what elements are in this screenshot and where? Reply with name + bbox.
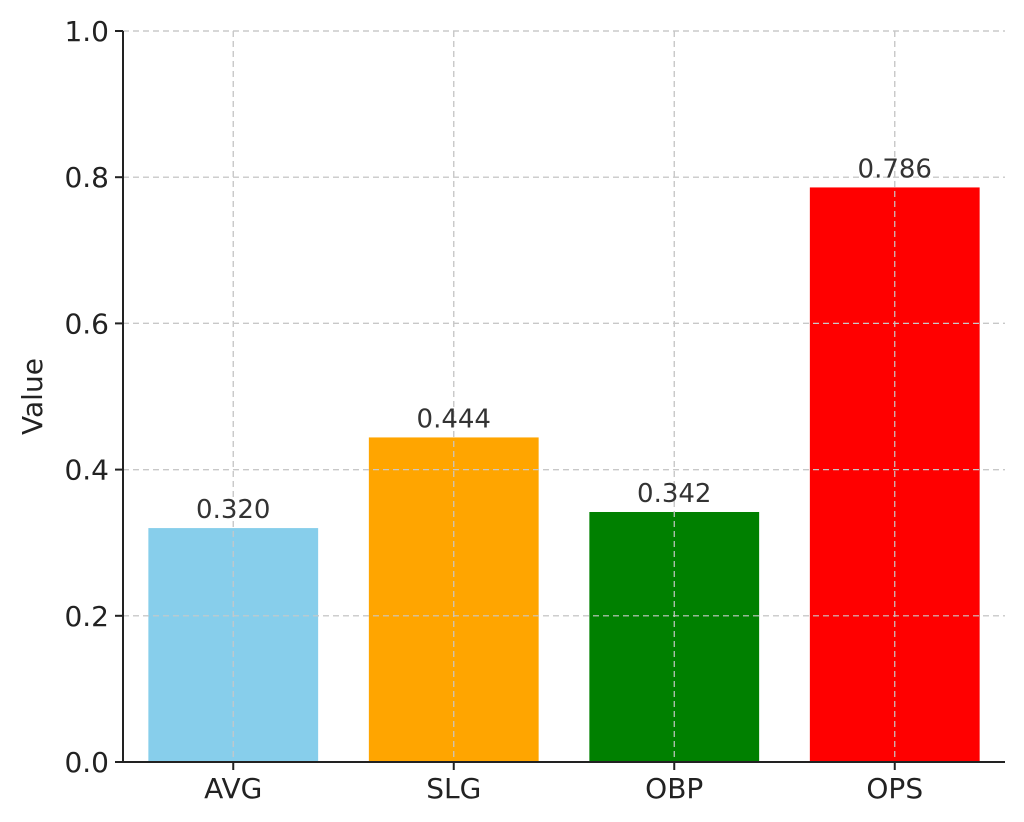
data-label: 0.786 — [858, 154, 932, 184]
y-tick-label: 0.0 — [64, 746, 109, 779]
x-tick-label: SLG — [426, 772, 481, 805]
y-tick-label: 1.0 — [64, 15, 109, 48]
data-labels: 0.320 0.444 0.342 0.786 — [196, 154, 932, 525]
bars — [123, 30, 1005, 763]
axes — [122, 31, 1005, 763]
x-tick-label: AVG — [204, 772, 262, 805]
y-tick-label: 0.6 — [64, 307, 109, 340]
data-label: 0.320 — [196, 495, 270, 525]
x-tick-label: OPS — [866, 772, 923, 805]
ticks: 0.0 0.2 0.4 0.6 0.8 1.0 AVG SLG OBP OPS — [64, 15, 923, 805]
y-axis-label: Value — [16, 358, 49, 435]
data-label: 0.342 — [637, 479, 711, 509]
x-tick-label: OBP — [645, 772, 703, 805]
y-tick-label: 0.4 — [64, 454, 109, 487]
y-tick-label: 0.8 — [64, 161, 109, 194]
data-label: 0.444 — [417, 404, 491, 434]
y-tick-label: 0.2 — [64, 600, 109, 633]
